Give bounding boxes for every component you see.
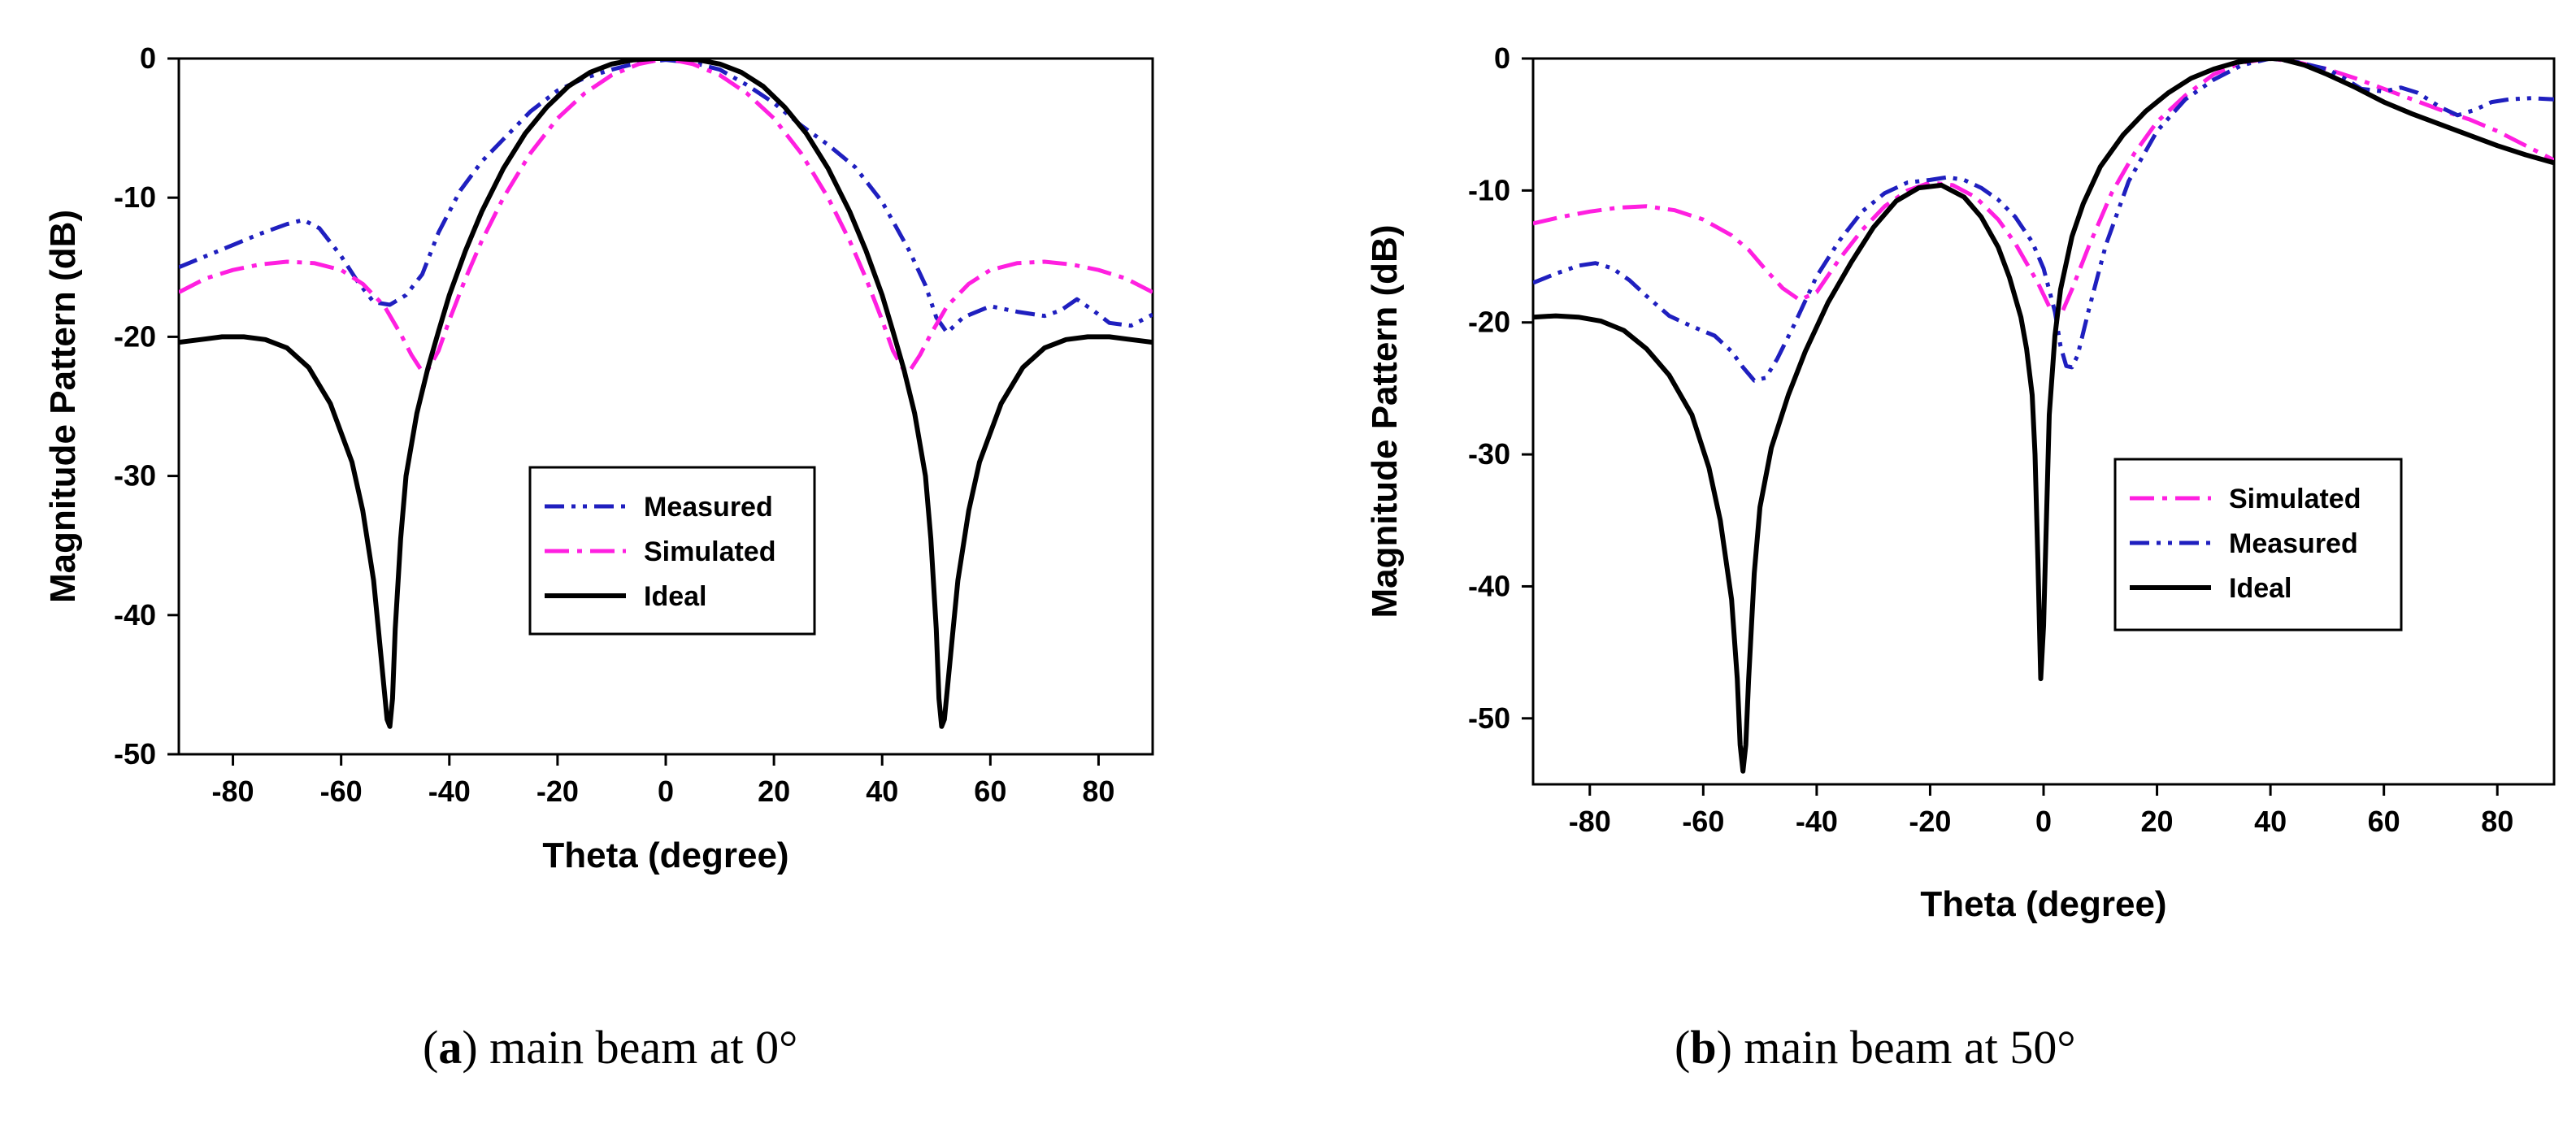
chart-b-legend-label-simulated: Simulated (2229, 484, 2361, 514)
chart-a-xtick-label: -40 (428, 775, 471, 808)
chart-a-legend-label-measured: Measured (644, 492, 773, 523)
chart-b-ytick-label: -20 (1468, 306, 1510, 339)
chart-b-series-group (1533, 59, 2554, 774)
caption-a-text: main beam at 0° (489, 1021, 798, 1074)
chart-a-series-simulated (179, 59, 1153, 374)
chart-b-legend-label-ideal: Ideal (2229, 573, 2291, 604)
caption-a-open: ( (423, 1021, 439, 1074)
chart-a-ytick-label: -40 (114, 598, 156, 632)
chart-b-ylabel: Magnitude Pattern (dB) (1365, 225, 1405, 619)
chart-b-xlabel: Theta (degree) (1920, 884, 2166, 924)
chart-a: 0 -10 -20 -30 -40 -50 -80 -60 -40 -20 0 20 40 60 80 The… (43, 41, 1154, 875)
chart-b-series-simulated (1533, 59, 2554, 319)
caption-a-close: ) (462, 1021, 478, 1074)
chart-b: 0 -10 -20 -30 -40 -50 -80 -60 -40 -20 0 20 40 60 80 The… (1365, 41, 2556, 924)
caption-b-text: main beam at 50° (1744, 1021, 2076, 1074)
chart-b-xtick-label: -80 (1569, 805, 1611, 838)
chart-b-ytick-label: 0 (1494, 41, 1510, 75)
chart-b-ytick-label: -30 (1468, 437, 1510, 471)
chart-a-xtick-label: -80 (212, 775, 254, 808)
chart-a-xtick-label: 20 (758, 775, 790, 808)
chart-b-plot-frame (1531, 57, 2556, 786)
chart-a-ytick-label: -20 (114, 319, 156, 353)
caption-b-close: ) (1716, 1021, 1732, 1074)
chart-a-plot-frame (177, 57, 1154, 756)
chart-b-xtick-label: -60 (1682, 805, 1724, 838)
chart-b-xtick-label: 40 (2254, 805, 2287, 838)
chart-a-xtick-label: 40 (866, 775, 898, 808)
chart-a-ylabel: Magnitude Pattern (dB) (43, 210, 83, 603)
chart-b-legend: Simulated Measured Ideal (2113, 458, 2403, 632)
chart-b-xtick-label: 20 (2141, 805, 2174, 838)
caption-b-letter: b (1690, 1021, 1717, 1074)
caption-a: (a) main beam at 0° (423, 1020, 797, 1074)
chart-a-ytick-label: -50 (114, 737, 156, 771)
chart-b-xtick-label: -40 (1796, 805, 1838, 838)
chart-a-xlabel: Theta (degree) (542, 836, 788, 875)
chart-b-legend-label-measured: Measured (2229, 528, 2358, 559)
chart-a-legend-label-simulated: Simulated (644, 536, 775, 567)
chart-a-xtick-label: 80 (1082, 775, 1114, 808)
chart-a-xtick-label: 60 (974, 775, 1006, 808)
chart-a-series-group (179, 59, 1153, 729)
chart-b-series-measured (1533, 59, 2554, 383)
chart-a-series-measured (179, 59, 1153, 335)
chart-a-xtick-label: 0 (658, 775, 674, 808)
chart-b-ytick-label: -10 (1468, 173, 1510, 206)
caption-b: (b) main beam at 50° (1675, 1020, 2076, 1074)
chart-a-legend: Measured Simulated Ideal (528, 466, 816, 636)
chart-b-xtick-label: 60 (2368, 805, 2400, 838)
chart-a-ytick-label: -30 (114, 459, 156, 493)
caption-a-letter: a (438, 1021, 463, 1074)
chart-b-xtick-label: 0 (2035, 805, 2052, 838)
chart-a-ytick-label: -10 (114, 180, 156, 214)
chart-a-series-ideal (179, 59, 1153, 729)
chart-a-xtick-label: -60 (320, 775, 363, 808)
chart-b-xtick-label: -20 (1909, 805, 1951, 838)
caption-b-open: ( (1675, 1021, 1691, 1074)
chart-b-series-ideal (1533, 59, 2554, 774)
chart-a-xtick-label: -20 (536, 775, 579, 808)
chart-b-legend-frame (2113, 458, 2403, 632)
chart-a-legend-label-ideal: Ideal (644, 581, 706, 612)
chart-b-ytick-label: -40 (1468, 569, 1510, 602)
chart-b-ytick-label: -50 (1468, 701, 1510, 735)
chart-b-xtick-label: 80 (2481, 805, 2513, 838)
chart-a-ytick-label: 0 (140, 41, 156, 75)
